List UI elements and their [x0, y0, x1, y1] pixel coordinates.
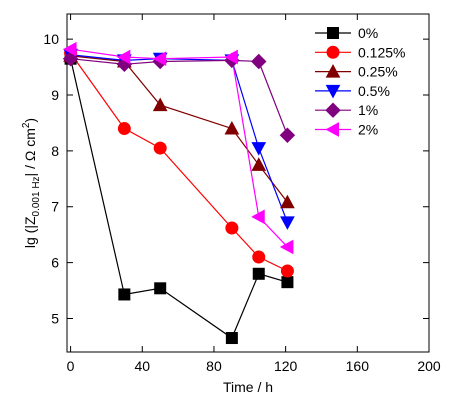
series-0-5pct-marker: [251, 142, 267, 156]
plot-area: [66, 13, 430, 353]
y-axis-title-suffix: ): [22, 118, 38, 123]
series-0pct-marker: [281, 276, 294, 289]
series-0pct-marker: [225, 332, 238, 345]
series-1pct-line: [70, 58, 288, 136]
series-2pct-marker: [279, 239, 294, 255]
legend-series-1pct-label: 1%: [358, 102, 378, 118]
axis-ticks: [67, 14, 430, 352]
series-0-25pct-line: [70, 55, 288, 203]
legend-series-0pct-label: 0%: [358, 25, 378, 41]
y-axis-title-middle: | / Ω cm: [22, 128, 38, 176]
y-tick-label: 9: [51, 87, 59, 103]
series-0pct-marker: [154, 282, 167, 295]
series-0-25pct-marker: [251, 157, 267, 171]
x-tick-label: 160: [346, 358, 370, 374]
legend-series-0-125pct-marker: [326, 45, 340, 59]
legend-series-2pct-label: 2%: [358, 122, 378, 138]
series-2pct-marker: [63, 41, 77, 57]
series-2pct-marker: [116, 49, 131, 65]
y-axis-title-superscript: 2: [21, 122, 32, 128]
legend-series-0-25pct-marker: [325, 64, 341, 78]
y-axis-title-subscript: 0.001 Hz: [31, 176, 42, 216]
y-axis-title: lg (|Z0.001 Hz| / Ω cm2): [21, 118, 42, 248]
series-0pct-marker: [252, 267, 265, 280]
legend-series-0-125pct-label: 0.125%: [358, 44, 405, 60]
y-tick-label: 7: [51, 199, 59, 215]
legend-series-0-5pct-label: 0.5%: [358, 83, 390, 99]
series-0pct-marker: [118, 288, 131, 301]
series-2pct-marker: [251, 209, 265, 225]
series-0-125pct-marker: [153, 141, 167, 155]
series-0-125pct-marker: [280, 264, 294, 278]
legend-series-0-5pct-marker: [325, 84, 341, 99]
x-tick-label: 0: [67, 358, 75, 374]
legend-series-2pct-marker: [325, 122, 339, 137]
series-1pct-marker: [251, 53, 267, 70]
x-tick-label: 120: [274, 358, 298, 374]
series-0-125pct-line: [70, 52, 288, 272]
series-0-25pct-marker: [280, 194, 295, 209]
x-tick-label: 40: [134, 358, 150, 374]
series-0-5pct-marker: [280, 216, 295, 230]
series-lines: [69, 48, 288, 339]
x-tick-label: 80: [206, 358, 222, 374]
legend: 0% 0.125% 0.25% 0.5% 1% 2%: [315, 25, 405, 138]
x-tick-label: 200: [417, 358, 441, 374]
y-tick-label: 5: [51, 310, 59, 326]
legend-series-0-25pct-label: 0.25%: [358, 64, 398, 80]
series-0-25pct-marker: [152, 97, 168, 112]
y-axis-title-prefix: lg (|Z: [22, 216, 38, 248]
legend-series-1pct-marker: [325, 102, 341, 118]
series-0-125pct-marker: [252, 250, 266, 264]
y-tick-label: 8: [51, 143, 59, 159]
series-0-125pct-marker: [117, 122, 131, 136]
series-2pct-marker: [152, 51, 167, 67]
series-0-25pct-marker: [224, 120, 240, 135]
series-0-5pct-line: [70, 54, 288, 223]
series-markers: [62, 41, 296, 345]
legend-series-0pct-marker: [327, 27, 339, 39]
x-tick-labels: 0 40 80 120 160 200: [67, 358, 441, 374]
series-1pct-marker: [62, 50, 79, 67]
series-1pct-marker: [279, 127, 296, 143]
series-2pct-marker: [224, 49, 238, 65]
y-tick-labels: 5 6 7 8 9 10: [43, 31, 59, 326]
y-tick-label: 10: [43, 31, 59, 47]
y-tick-label: 6: [51, 255, 59, 271]
x-axis-title: Time / h: [223, 379, 273, 395]
series-0-125pct-marker: [225, 221, 239, 235]
series-0pct-line: [69, 58, 288, 339]
